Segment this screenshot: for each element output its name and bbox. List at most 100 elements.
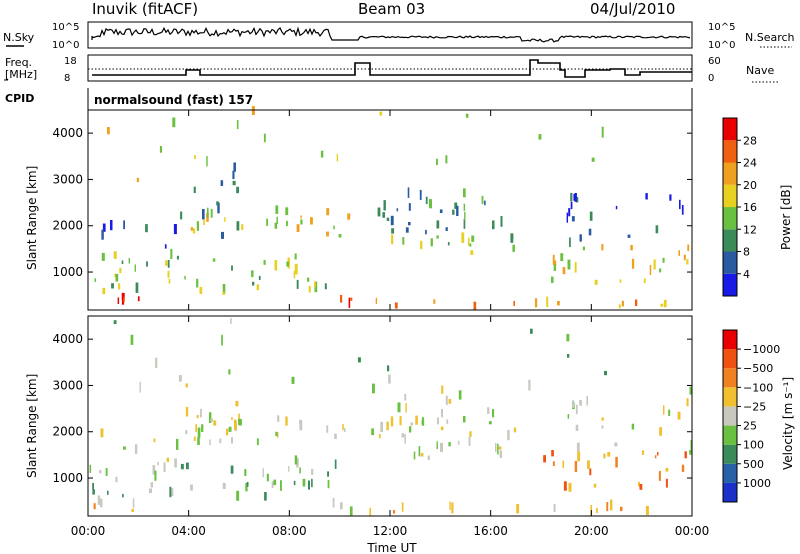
x-tick-label: 04:00 xyxy=(171,524,206,538)
heatmap-cell xyxy=(347,213,351,220)
heatmap-cell xyxy=(236,119,239,130)
heatmap-cell xyxy=(377,207,381,217)
colorbar-tick-label: −100 xyxy=(743,381,773,394)
heatmap-cell xyxy=(123,296,125,302)
heatmap-cell xyxy=(574,262,577,273)
heatmap-cell xyxy=(207,207,209,218)
heatmap-cell xyxy=(516,503,520,514)
heatmap-cell xyxy=(256,284,260,291)
colorbar-tick-label: 4 xyxy=(743,268,750,281)
heatmap-cell xyxy=(619,279,622,283)
heatmap-cell xyxy=(510,233,514,243)
heatmap-cell xyxy=(230,318,232,324)
heatmap-cell xyxy=(421,420,425,425)
heatmap-cell xyxy=(230,465,234,474)
heatmap-cell xyxy=(679,199,681,210)
heatmap-cell xyxy=(102,223,106,232)
nsearch-tick-high: 10^5 xyxy=(708,22,735,33)
y-tick-label: 1000 xyxy=(52,471,83,485)
heatmap-cell xyxy=(375,297,378,304)
heatmap-cell xyxy=(378,434,381,439)
heatmap-cell xyxy=(228,426,232,432)
heatmap-cell xyxy=(92,483,94,490)
heatmap-cell xyxy=(326,231,329,237)
heatmap-cell xyxy=(334,459,337,469)
heatmap-cell xyxy=(568,208,571,217)
heatmap-cell xyxy=(567,354,570,358)
x-tick-label: 20:00 xyxy=(574,524,609,538)
heatmap-cell xyxy=(410,422,413,426)
heatmap-cell xyxy=(463,203,466,211)
heatmap-cell xyxy=(441,385,444,394)
heatmap-cell xyxy=(180,211,183,220)
heatmap-cell xyxy=(155,357,158,369)
heatmap-cell xyxy=(293,480,296,486)
nave-label: Nave xyxy=(746,64,774,77)
heatmap-cell xyxy=(579,234,582,242)
heatmap-cell xyxy=(221,231,224,239)
heatmap-cell xyxy=(209,439,211,446)
heatmap-cell xyxy=(492,220,495,230)
heatmap-cell xyxy=(594,279,598,285)
heatmap-cell xyxy=(196,415,199,419)
heatmap-cell xyxy=(246,482,249,487)
heatmap-cell xyxy=(528,379,531,391)
heatmap-cell xyxy=(614,442,618,447)
power-colorbar: 4 8 12 16 20 24 28 xyxy=(722,117,757,297)
heatmap-cell xyxy=(387,365,390,372)
heatmap-cell xyxy=(587,460,590,469)
heatmap-cell xyxy=(473,301,477,310)
heatmap-cell xyxy=(553,503,556,512)
heatmap-cell xyxy=(649,265,652,275)
heatmap-cell xyxy=(100,428,104,438)
heatmap-cell xyxy=(157,462,159,466)
heatmap-cell xyxy=(294,455,298,465)
heatmap-cell xyxy=(202,209,205,220)
heatmap-cell xyxy=(115,273,119,282)
heatmap-cell xyxy=(273,479,277,486)
x-tick-label: 12:00 xyxy=(373,524,408,538)
heatmap-cell xyxy=(203,219,205,225)
y-tick-label: 3000 xyxy=(52,172,83,186)
heatmap-cell xyxy=(252,281,255,286)
heatmap-cell xyxy=(206,156,208,167)
heatmap-cell xyxy=(121,260,124,264)
heatmap-cell xyxy=(543,455,546,463)
heatmap-cell xyxy=(557,301,560,306)
colorbar-tick-label: −500 xyxy=(743,362,773,375)
heatmap-cell xyxy=(107,490,109,495)
heatmap-cell xyxy=(586,396,588,406)
heatmap-cell xyxy=(293,270,296,279)
heatmap-cell xyxy=(568,483,572,492)
date-title: 04/Jul/2010 xyxy=(590,0,675,18)
heatmap-cell xyxy=(606,502,609,512)
heatmap-cell xyxy=(408,222,411,226)
heatmap-cell xyxy=(194,155,196,159)
colorbar-swatch xyxy=(723,349,737,369)
heatmap-cell xyxy=(546,296,549,307)
heatmap-cell xyxy=(427,455,430,460)
heatmap-cell xyxy=(449,501,451,510)
colorbar-swatch xyxy=(723,162,737,185)
heatmap-cell xyxy=(687,244,690,251)
heatmap-cell xyxy=(93,503,96,510)
heatmap-cell xyxy=(285,207,289,216)
heatmap-cell xyxy=(327,479,330,489)
power-ylabel: Slant Range [km] xyxy=(25,166,39,270)
heatmap-cell xyxy=(263,260,266,265)
y-tick-label: 2000 xyxy=(52,219,83,233)
heatmap-cell xyxy=(110,220,113,231)
heatmap-cell xyxy=(690,440,692,450)
colorbar-tick-label: 500 xyxy=(743,458,764,471)
heatmap-cell xyxy=(488,421,492,425)
heatmap-cell xyxy=(448,442,451,447)
nsky-panel-frame xyxy=(87,21,693,49)
heatmap-cell xyxy=(439,209,443,213)
heatmap-cell xyxy=(369,507,372,516)
heatmap-cell xyxy=(569,237,571,248)
freq-tick-low: 8 xyxy=(64,73,70,84)
heatmap-cell xyxy=(123,446,126,450)
heatmap-cell xyxy=(308,480,310,490)
colorbar-swatch xyxy=(723,387,737,407)
velocity-ylabel: Slant Range [km] xyxy=(25,374,39,478)
